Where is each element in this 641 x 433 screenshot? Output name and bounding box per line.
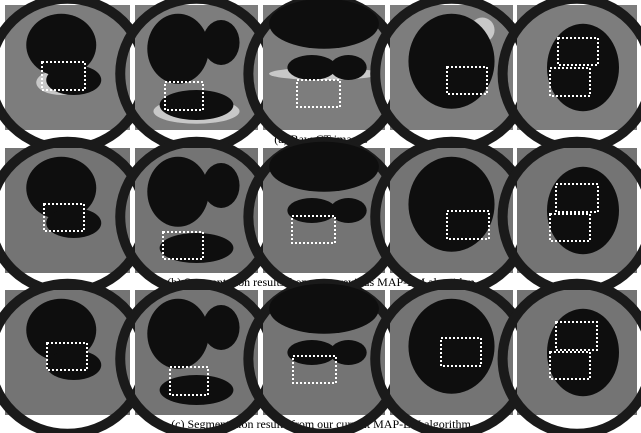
air-region: [287, 198, 336, 223]
air-region: [203, 20, 240, 65]
air-region: [46, 350, 101, 380]
air-region: [330, 198, 367, 223]
air-region: [287, 55, 336, 80]
air-region: [203, 305, 240, 350]
figure: (a) Raw CT images (b) Segmentation resul…: [0, 0, 641, 433]
air-region: [147, 157, 209, 227]
ct-panel: [503, 0, 641, 149]
air-region: [147, 299, 209, 369]
air-region: [147, 14, 209, 84]
air-region: [408, 157, 494, 252]
air-region: [160, 90, 234, 120]
ct-panel: [503, 284, 641, 433]
air-region: [269, 142, 379, 192]
air-region: [203, 163, 240, 208]
air-region: [269, 0, 379, 49]
air-region: [46, 208, 101, 238]
air-region: [287, 340, 336, 365]
air-region: [269, 284, 379, 334]
ct-panel: [503, 142, 641, 292]
air-region: [330, 55, 367, 80]
